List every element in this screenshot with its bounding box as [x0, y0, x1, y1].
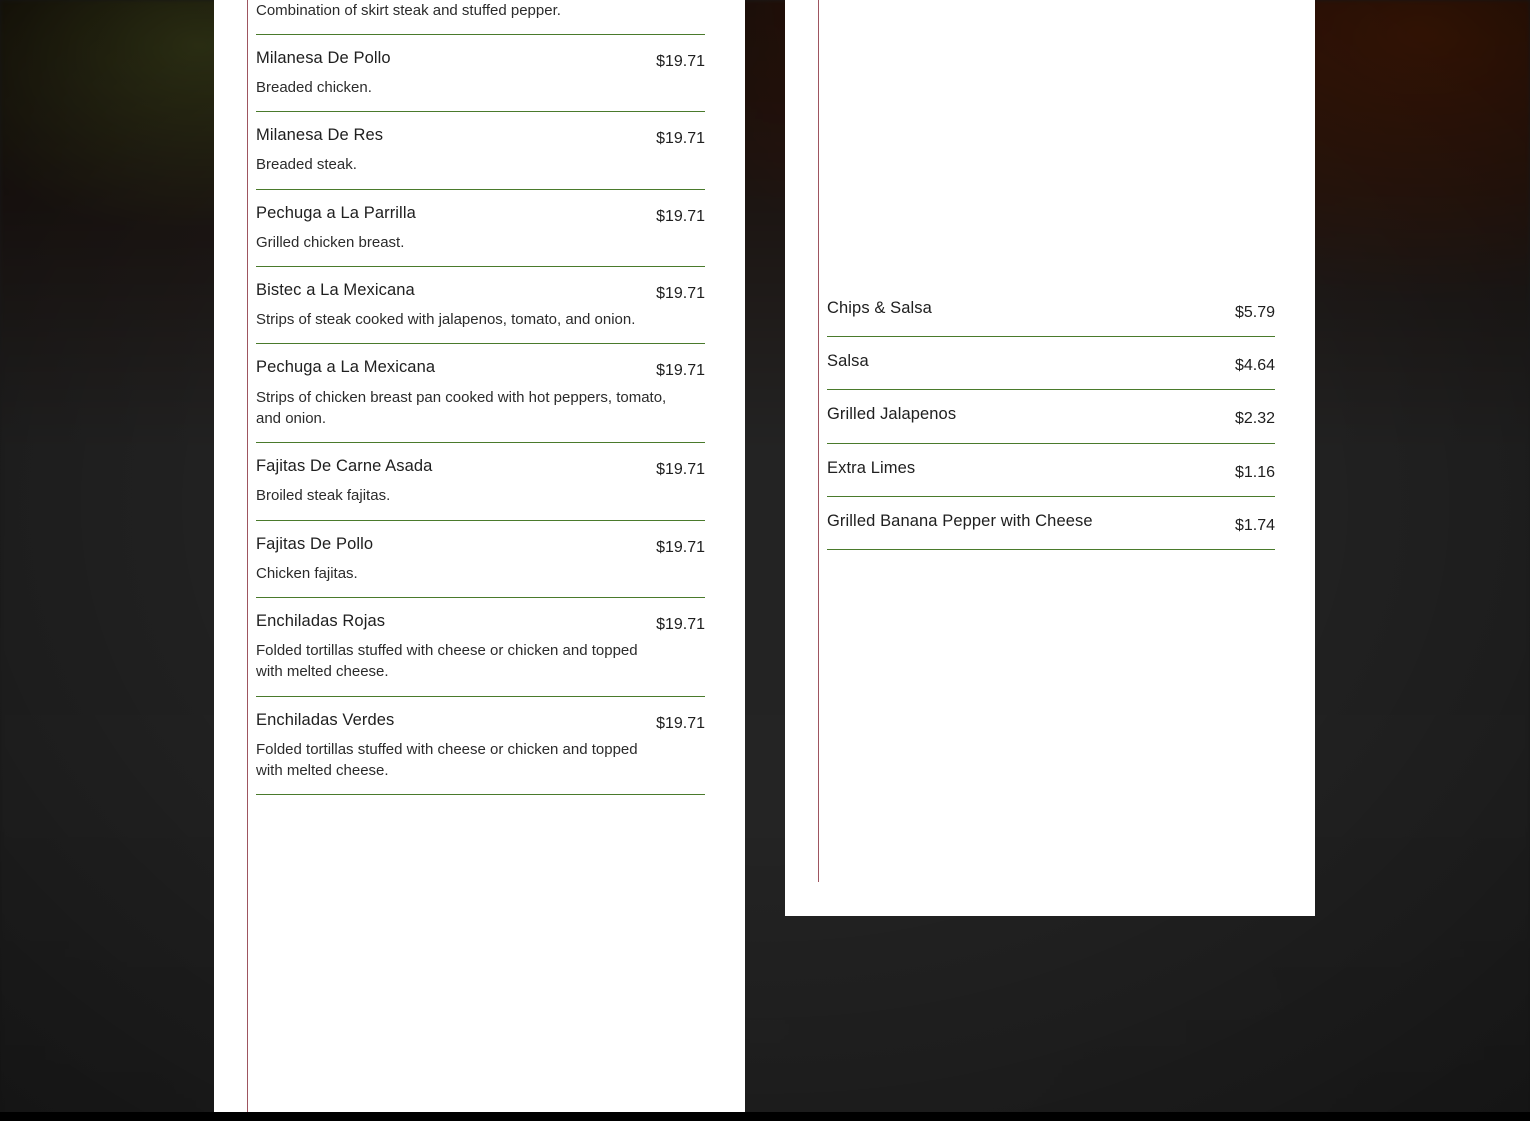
item-price: $1.16	[1234, 463, 1275, 481]
item-price: $19.71	[656, 285, 705, 303]
item-name: Milanesa De Res	[256, 126, 384, 145]
item-name: Chips & Salsa	[827, 299, 932, 318]
menu-item[interactable]: Fajitas De Pollo $19.71 Chicken fajitas.	[256, 521, 705, 598]
menu-item[interactable]: Grilled Banana Pepper with Cheese $1.74	[827, 497, 1275, 550]
menu-item[interactable]: Combinacion Carne Asada Y Chile Relleno$…	[256, 0, 705, 35]
menu-item[interactable]: Enchiladas Rojas $19.71 Folded tortillas s…	[256, 598, 705, 697]
item-name: Enchiladas Rojas	[256, 611, 386, 630]
item-description: Broiled steak fajitas.	[256, 487, 391, 505]
item-price: $19.71	[656, 362, 705, 380]
menu-item[interactable]: Milanesa De Res $19.71 Breaded steak.	[256, 112, 705, 190]
menu-item[interactable]: Salsa $4.64	[827, 337, 1275, 391]
item-price: $4.64	[1234, 357, 1275, 375]
menu-item[interactable]: Extra Limes $1.16	[827, 444, 1275, 497]
card-empty-space	[827, 0, 1275, 284]
item-price: $19.71	[656, 207, 705, 225]
sides-item-list: $4.63 Rice & Beans$4.63Grilled Green Oni…	[818, 0, 1275, 550]
item-description: Breaded steak.	[256, 156, 357, 174]
item-name: Salsa	[827, 352, 869, 371]
item-description: Combination of skirt steak and stuffed p…	[256, 1, 561, 19]
item-name: Bistec a La Mexicana	[256, 281, 415, 300]
item-name: Fajitas De Carne Asada	[256, 457, 433, 476]
menu-item[interactable]: Chips & Salsa $5.79	[827, 284, 1275, 338]
item-name: Extra Limes	[827, 458, 916, 477]
card-accent-rail	[818, 0, 819, 882]
item-price: $19.71	[656, 615, 705, 633]
item-price: $19.71	[656, 714, 705, 732]
item-price: $19.71	[656, 538, 705, 556]
menu-item[interactable]: Milanesa De Pollo $19.71 Breaded chicken.	[256, 35, 705, 113]
item-name: Pechuga a La Parrilla	[256, 203, 416, 222]
item-price: $19.71	[656, 130, 705, 148]
menu-item[interactable]: Bistec a La Mexicana $19.71 Strips of stea…	[256, 267, 705, 345]
item-price: $1.74	[1234, 516, 1275, 534]
card-accent-rail	[247, 0, 248, 1113]
item-description: Strips of chicken breast pan cooked with…	[256, 388, 667, 427]
entrees-menu-card: Carne Asada$31.31Grilled skirt steak.Com…	[214, 0, 745, 1113]
item-name: Enchiladas Verdes	[256, 710, 395, 729]
item-description: Folded tortillas stuffed with cheese or …	[256, 642, 638, 681]
item-price: $19.71	[656, 461, 705, 479]
menu-item[interactable]: Fajitas De Carne Asada $19.71 Broiled stea…	[256, 443, 705, 521]
item-description: Strips of steak cooked with jalapenos, t…	[256, 311, 636, 329]
item-price: $5.79	[1234, 304, 1275, 322]
item-price: $19.71	[656, 52, 705, 70]
menu-item[interactable]: Grilled Jalapenos $2.32	[827, 390, 1275, 444]
item-name: Fajitas De Pollo	[256, 534, 374, 553]
bottom-black-bar	[0, 1112, 1530, 1121]
item-description: Folded tortillas stuffed with cheese or …	[256, 740, 638, 780]
item-description: Breaded chicken.	[256, 78, 372, 96]
item-name: Grilled Banana Pepper with Cheese	[827, 511, 1093, 530]
menu-item[interactable]: Pechuga a La Mexicana $19.71 Strips of chi…	[256, 344, 705, 444]
menu-item[interactable]: Pechuga a La Parrilla $19.71 Grilled chick…	[256, 190, 705, 268]
entrees-item-list: Carne Asada$31.31Grilled skirt steak.Com…	[247, 0, 705, 796]
item-price: $2.32	[1234, 410, 1275, 428]
item-description: Grilled chicken breast.	[256, 233, 405, 251]
item-name: Pechuga a La Mexicana	[256, 358, 436, 377]
item-name: Milanesa De Pollo	[256, 48, 391, 67]
item-description: Chicken fajitas.	[256, 564, 358, 582]
sides-and-extras-menu-card: $4.63 Rice & Beans$4.63Grilled Green Oni…	[785, 0, 1315, 916]
menu-item[interactable]: Enchiladas Verdes $19.71 Folded tortillas …	[256, 697, 705, 796]
item-name: Grilled Jalapenos	[827, 405, 957, 424]
